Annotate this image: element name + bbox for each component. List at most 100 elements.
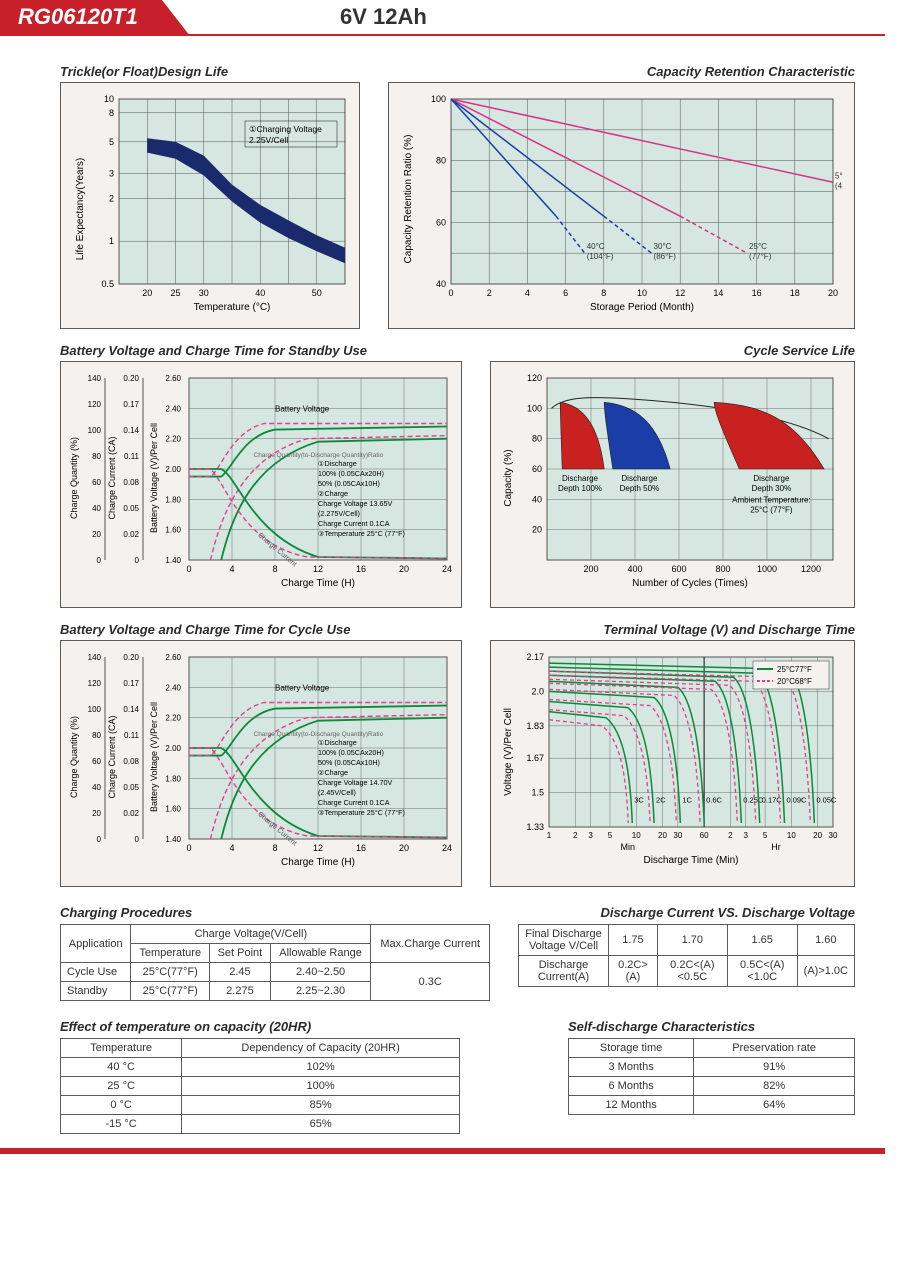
table-row: 3 Months91% [569, 1058, 855, 1077]
svg-text:Voltage (V)/Per Cell: Voltage (V)/Per Cell [503, 708, 514, 796]
svg-text:①Discharge: ①Discharge [318, 459, 357, 468]
svg-text:25°C77°F: 25°C77°F [777, 665, 812, 674]
svg-text:140: 140 [88, 653, 102, 662]
svg-text:Depth 50%: Depth 50% [620, 484, 660, 493]
svg-text:0.6C: 0.6C [706, 796, 722, 805]
svg-text:1.60: 1.60 [165, 805, 181, 814]
svg-text:1.40: 1.40 [165, 556, 181, 565]
footer-rule [0, 1148, 885, 1154]
svg-text:20: 20 [92, 530, 101, 539]
svg-text:20: 20 [399, 564, 409, 574]
svg-text:Capacity Retention Ratio (%): Capacity Retention Ratio (%) [403, 135, 414, 264]
svg-text:40: 40 [436, 279, 446, 289]
svg-text:2: 2 [573, 831, 578, 840]
svg-text:3C: 3C [634, 796, 644, 805]
svg-text:1.40: 1.40 [165, 835, 181, 844]
svg-text:400: 400 [627, 564, 642, 574]
table3-title: Effect of temperature on capacity (20HR) [60, 1019, 460, 1034]
chart3: 0481216202402040608010012014000.020.050.… [60, 361, 462, 608]
svg-text:0.11: 0.11 [124, 452, 140, 461]
svg-text:60: 60 [436, 217, 446, 227]
svg-text:Temperature (°C): Temperature (°C) [194, 302, 271, 313]
svg-text:40: 40 [532, 494, 542, 504]
svg-text:5: 5 [109, 137, 114, 147]
svg-text:5: 5 [608, 831, 613, 840]
svg-text:2: 2 [487, 288, 492, 298]
chart5-title: Battery Voltage and Charge Time for Cycl… [60, 622, 462, 637]
t1s1: Set Point [210, 944, 271, 963]
svg-text:2.20: 2.20 [165, 435, 181, 444]
svg-text:1.33: 1.33 [526, 822, 544, 832]
svg-text:40°C: 40°C [587, 242, 605, 251]
svg-text:3: 3 [109, 168, 114, 178]
svg-text:50% (0.05CAx10H): 50% (0.05CAx10H) [318, 479, 380, 488]
svg-text:20: 20 [142, 288, 152, 298]
svg-text:0.09C: 0.09C [786, 796, 807, 805]
svg-text:Discharge: Discharge [562, 474, 599, 483]
svg-text:12: 12 [313, 843, 323, 853]
table-row: -15 °C65% [61, 1115, 460, 1134]
svg-text:Storage Period (Month): Storage Period (Month) [590, 302, 694, 313]
header: RG06120T1 6V 12Ah [0, 0, 905, 36]
svg-text:0: 0 [135, 556, 140, 565]
spec-text: 6V 12Ah [340, 4, 427, 30]
table-row: 40 °C102% [61, 1058, 460, 1077]
svg-text:140: 140 [88, 374, 102, 383]
svg-text:100: 100 [88, 426, 102, 435]
svg-text:6: 6 [563, 288, 568, 298]
svg-text:40: 40 [92, 504, 101, 513]
table-row: Discharge Current(A) 0.2C>(A) 0.2C<(A)<0… [519, 956, 855, 987]
chart4: 2040608010012020040060080010001200Discha… [490, 361, 855, 608]
table-row: 0 °C85% [61, 1096, 460, 1115]
svg-text:Charge Time (H): Charge Time (H) [281, 578, 355, 589]
svg-text:25°C (77°F): 25°C (77°F) [750, 505, 793, 514]
svg-text:5: 5 [763, 831, 768, 840]
svg-text:1C: 1C [682, 796, 692, 805]
svg-text:0.14: 0.14 [123, 426, 139, 435]
svg-text:120: 120 [88, 400, 102, 409]
svg-text:0.02: 0.02 [123, 530, 139, 539]
svg-text:0: 0 [186, 564, 191, 574]
t1-h1: Application [61, 925, 131, 963]
svg-text:30°C: 30°C [654, 242, 672, 251]
svg-text:200: 200 [583, 564, 598, 574]
svg-text:20: 20 [813, 831, 822, 840]
svg-text:Depth 100%: Depth 100% [558, 484, 602, 493]
svg-text:0.05C: 0.05C [816, 796, 837, 805]
svg-text:0: 0 [186, 843, 191, 853]
svg-text:5°C: 5°C [835, 171, 843, 180]
svg-text:Charge Current (CA): Charge Current (CA) [107, 715, 117, 798]
t1-h2: Charge Voltage(V/Cell) [131, 925, 371, 944]
svg-text:(2.45V/Cell): (2.45V/Cell) [318, 788, 356, 797]
svg-text:Charge Current 0.1CA: Charge Current 0.1CA [318, 798, 390, 807]
svg-text:4: 4 [229, 843, 234, 853]
svg-text:25°C: 25°C [749, 242, 767, 251]
svg-text:20: 20 [399, 843, 409, 853]
table1-title: Charging Procedures [60, 905, 490, 920]
svg-text:Number of Cycles (Times): Number of Cycles (Times) [632, 578, 748, 589]
svg-text:80: 80 [532, 434, 542, 444]
svg-text:2.40: 2.40 [165, 683, 181, 692]
svg-text:0.20: 0.20 [123, 653, 139, 662]
svg-text:2.17: 2.17 [526, 652, 544, 662]
svg-text:8: 8 [109, 108, 114, 118]
svg-text:2.00: 2.00 [165, 465, 181, 474]
svg-text:18: 18 [790, 288, 800, 298]
svg-text:60: 60 [92, 478, 101, 487]
svg-text:20: 20 [658, 831, 667, 840]
svg-text:Charge Quantity (%): Charge Quantity (%) [69, 437, 79, 519]
svg-text:24: 24 [442, 843, 452, 853]
svg-text:2.0: 2.0 [531, 686, 544, 696]
svg-text:0.02: 0.02 [123, 809, 139, 818]
svg-text:10: 10 [104, 94, 114, 104]
svg-text:Charge Voltage 13.65V: Charge Voltage 13.65V [318, 499, 393, 508]
svg-text:1: 1 [547, 831, 552, 840]
svg-text:2: 2 [728, 831, 733, 840]
chart6-title: Terminal Voltage (V) and Discharge Time [490, 622, 855, 637]
t1-h3: Max.Charge Current [371, 925, 490, 963]
svg-text:2.25V/Cell: 2.25V/Cell [249, 135, 288, 145]
svg-text:0.05: 0.05 [123, 504, 139, 513]
svg-text:1200: 1200 [801, 564, 821, 574]
svg-text:120: 120 [88, 679, 102, 688]
svg-text:Min: Min [621, 842, 636, 852]
